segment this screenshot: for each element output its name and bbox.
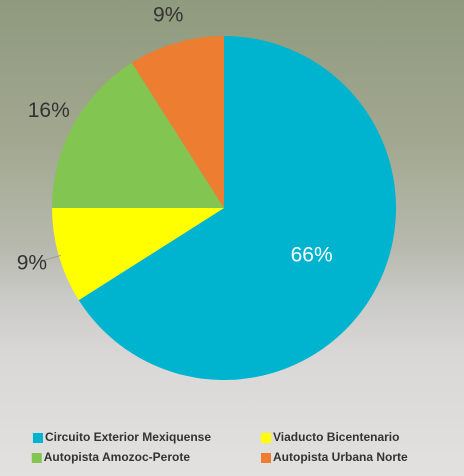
legend-label: Autopista Amozoc-Perote bbox=[44, 450, 191, 464]
legend-label: Circuito Exterior Mexiquense bbox=[45, 430, 211, 444]
screen: 66% 9% 16% 9% Circuito Exterior Mexiquense Vi… bbox=[0, 0, 464, 476]
chart: 66% 9% 16% 9% Circuito Exterior Mexiquense Vi… bbox=[0, 0, 464, 476]
legend-label: Autopista Urbana Norte bbox=[273, 450, 408, 464]
legend-swatch bbox=[33, 433, 43, 443]
data-label: 66% bbox=[291, 244, 333, 267]
legend-swatch bbox=[261, 433, 271, 443]
data-label: 9% bbox=[17, 251, 47, 274]
legend-label: Viaducto Bicentenario bbox=[273, 430, 399, 444]
data-label: 9% bbox=[153, 3, 183, 26]
legend-swatch bbox=[261, 453, 271, 463]
legend-swatch bbox=[32, 453, 42, 463]
data-label: 16% bbox=[28, 99, 70, 122]
leader-line bbox=[166, 29, 176, 44]
